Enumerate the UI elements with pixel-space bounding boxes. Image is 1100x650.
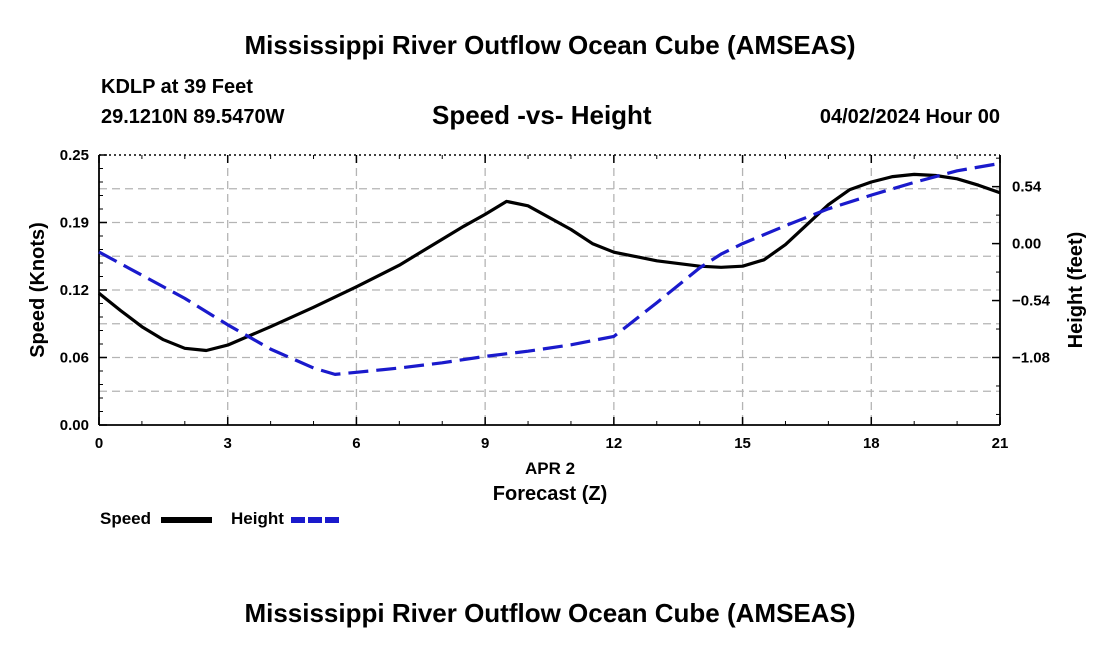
y2-tick-label: 0.54 xyxy=(1012,179,1042,196)
y-tick-label: 0.19 xyxy=(60,215,89,232)
y-tick-label: 0.00 xyxy=(60,417,89,434)
axis-ticks: 0 3 6 9 12 15 18 21 0.00 0.06 0.12 0.19 0.25 0.54 0.00… xyxy=(60,147,1051,452)
x-tick-label: 21 xyxy=(992,435,1009,452)
coordinates-label: 29.1210N 89.5470W xyxy=(101,106,285,128)
y-axis-label: Speed (Knots) xyxy=(27,222,49,358)
forecast-datetime: 04/02/2024 Hour 00 xyxy=(819,106,1000,128)
y-tick-label: 0.12 xyxy=(60,282,89,299)
y-tick-label: 0.06 xyxy=(60,350,89,367)
x-tick-label: 3 xyxy=(224,435,232,452)
grid xyxy=(99,155,1000,425)
chart-subtitle: Speed -vs- Height xyxy=(432,100,652,130)
page-title: Mississippi River Outflow Ocean Cube (AM… xyxy=(244,30,856,60)
x-tick-label: 15 xyxy=(734,435,751,452)
y2-tick-label: −0.54 xyxy=(1012,293,1051,310)
y-tick-label: 0.25 xyxy=(60,147,89,164)
x-tick-label: 9 xyxy=(481,435,489,452)
legend-height-label: Height xyxy=(231,509,284,528)
legend-speed-label: Speed xyxy=(100,509,152,528)
x-axis-date-label: APR 2 xyxy=(525,459,575,478)
x-tick-label: 18 xyxy=(863,435,880,452)
x-tick-label: 6 xyxy=(352,435,360,452)
x-tick-label: 0 xyxy=(95,435,103,452)
height-series-line xyxy=(98,161,1001,376)
x-axis-label: Forecast (Z) xyxy=(493,483,607,505)
series-group xyxy=(97,161,1001,376)
y2-tick-label: −1.08 xyxy=(1012,350,1050,367)
x-tick-label: 12 xyxy=(606,435,623,452)
y2-axis-label: Height (feet) xyxy=(1065,232,1087,349)
station-label: KDLP at 39 Feet xyxy=(101,76,253,98)
y2-tick-label: 0.00 xyxy=(1012,236,1041,253)
speed-series-line xyxy=(97,172,1001,353)
footer-title: Mississippi River Outflow Ocean Cube (AM… xyxy=(244,598,856,628)
